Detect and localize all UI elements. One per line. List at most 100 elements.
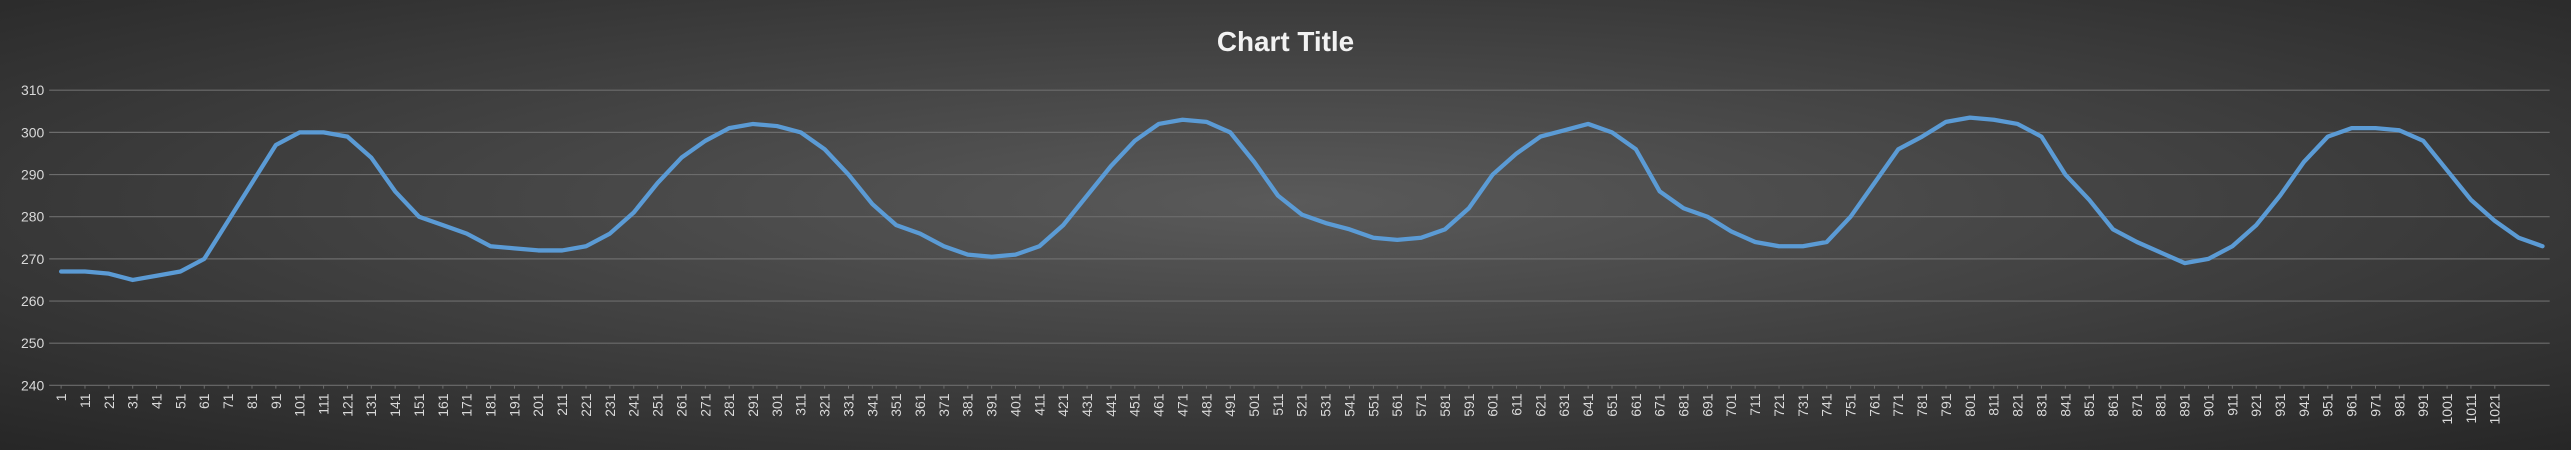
x-tick-label: 341 xyxy=(864,393,880,416)
x-tick-label: 421 xyxy=(1055,393,1071,416)
x-tick-label: 621 xyxy=(1532,393,1548,416)
x-tick-label: 431 xyxy=(1079,393,1095,416)
x-tick-label: 791 xyxy=(1938,393,1954,416)
x-tick-label: 281 xyxy=(721,393,737,416)
x-tick-label: 261 xyxy=(673,393,689,416)
x-tick-label: 811 xyxy=(1986,393,2002,415)
x-tick-label: 271 xyxy=(697,393,713,416)
x-tick-label: 111 xyxy=(315,393,331,414)
x-tick-label: 301 xyxy=(769,393,785,416)
x-tick-label: 571 xyxy=(1413,393,1429,416)
x-tick-label: 131 xyxy=(363,393,379,416)
y-tick-label: 250 xyxy=(21,335,44,351)
x-tick-label: 161 xyxy=(435,393,451,416)
x-tick-label: 1011 xyxy=(2463,393,2479,423)
x-tick-label: 951 xyxy=(2320,393,2336,416)
x-tick-label: 321 xyxy=(817,393,833,416)
x-tick-label: 971 xyxy=(2367,393,2383,416)
x-tick-label: 241 xyxy=(626,393,642,416)
x-tick-label: 171 xyxy=(459,393,475,416)
x-tick-label: 721 xyxy=(1771,393,1787,416)
x-tick-label: 361 xyxy=(912,393,928,416)
x-tick-label: 231 xyxy=(602,393,618,416)
x-tick-label: 941 xyxy=(2296,393,2312,416)
x-tick-label: 51 xyxy=(172,393,188,409)
x-tick-label: 671 xyxy=(1652,393,1668,416)
x-tick-label: 631 xyxy=(1556,393,1572,416)
x-tick-label: 731 xyxy=(1795,393,1811,416)
x-tick-label: 711 xyxy=(1747,393,1763,415)
x-tick-label: 491 xyxy=(1222,393,1238,416)
x-tick-label: 201 xyxy=(530,393,546,416)
x-tick-label: 1021 xyxy=(2487,393,2503,424)
x-tick-label: 701 xyxy=(1723,393,1739,416)
x-tick-label: 891 xyxy=(2177,393,2193,416)
x-tick-label: 441 xyxy=(1103,393,1119,416)
x-tick-label: 691 xyxy=(1699,393,1715,416)
x-tick-label: 681 xyxy=(1675,393,1691,416)
x-tick-label: 931 xyxy=(2272,393,2288,416)
x-tick-label: 331 xyxy=(840,393,856,416)
x-tick-label: 741 xyxy=(1819,393,1835,416)
x-tick-label: 601 xyxy=(1485,393,1501,416)
x-tick-label: 251 xyxy=(650,393,666,416)
x-tick-label: 381 xyxy=(960,393,976,416)
x-tick-label: 651 xyxy=(1604,393,1620,416)
x-tick-label: 761 xyxy=(1866,393,1882,416)
x-tick-label: 831 xyxy=(2033,393,2049,416)
x-tick-label: 471 xyxy=(1174,393,1190,416)
x-tick-label: 141 xyxy=(387,393,403,416)
y-tick-label: 300 xyxy=(21,124,44,140)
x-tick-label: 311 xyxy=(793,393,809,415)
x-tick-label: 1001 xyxy=(2439,393,2455,424)
x-tick-label: 211 xyxy=(554,393,570,415)
x-tick-label: 291 xyxy=(745,393,761,416)
x-tick-label: 121 xyxy=(339,393,355,416)
x-tick-label: 911 xyxy=(2224,393,2240,415)
x-tick-label: 151 xyxy=(411,393,427,416)
x-tick-label: 881 xyxy=(2153,393,2169,416)
x-tick-label: 591 xyxy=(1461,393,1477,416)
x-tick-label: 511 xyxy=(1270,393,1286,415)
x-tick-label: 541 xyxy=(1341,393,1357,416)
x-tick-label: 991 xyxy=(2415,393,2431,416)
x-tick-label: 961 xyxy=(2344,393,2360,416)
x-tick-label: 561 xyxy=(1389,393,1405,416)
x-tick-label: 611 xyxy=(1508,393,1524,415)
chart-title: Chart Title xyxy=(1217,26,1354,57)
y-tick-label: 280 xyxy=(21,209,44,225)
x-tick-label: 801 xyxy=(1962,393,1978,416)
x-tick-label: 351 xyxy=(888,393,904,416)
x-tick-label: 371 xyxy=(936,393,952,416)
x-tick-label: 411 xyxy=(1031,393,1047,415)
x-tick-label: 191 xyxy=(506,393,522,416)
y-tick-label: 270 xyxy=(21,251,44,267)
x-tick-label: 31 xyxy=(125,393,141,409)
x-tick-label: 781 xyxy=(1914,393,1930,416)
x-tick-label: 1 xyxy=(53,393,69,401)
x-tick-label: 501 xyxy=(1246,393,1262,416)
x-tick-label: 841 xyxy=(2057,393,2073,416)
y-tick-label: 290 xyxy=(21,166,44,182)
x-tick-label: 771 xyxy=(1890,393,1906,416)
x-tick-label: 391 xyxy=(984,393,1000,416)
x-tick-label: 851 xyxy=(2081,393,2097,416)
x-tick-label: 91 xyxy=(268,393,284,409)
x-tick-label: 581 xyxy=(1437,393,1453,416)
line-series xyxy=(58,115,2545,283)
x-tick-label: 521 xyxy=(1294,393,1310,416)
x-tick-label: 641 xyxy=(1580,393,1596,416)
x-tick-label: 21 xyxy=(101,393,117,409)
x-tick-label: 61 xyxy=(196,393,212,409)
x-tick-label: 861 xyxy=(2105,393,2121,416)
x-tick-label: 461 xyxy=(1151,393,1167,416)
x-tick-label: 41 xyxy=(148,393,164,409)
x-tick-label: 221 xyxy=(578,393,594,416)
x-tick-label: 181 xyxy=(483,393,499,416)
x-tick-label: 81 xyxy=(244,393,260,409)
x-tick-label: 481 xyxy=(1198,393,1214,416)
x-tick-label: 101 xyxy=(292,393,308,416)
x-tick-label: 11 xyxy=(77,393,93,408)
